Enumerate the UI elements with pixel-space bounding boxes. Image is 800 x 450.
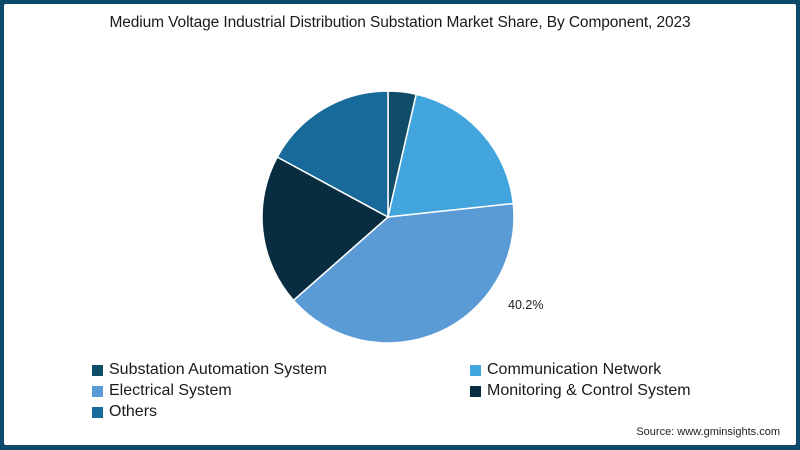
pie-slice-electrical-system bbox=[292, 202, 515, 344]
legend-item-monitoring-control: Monitoring & Control System bbox=[470, 382, 691, 400]
legend-label: Monitoring & Control System bbox=[487, 382, 691, 399]
legend-label: Communication Network bbox=[487, 361, 662, 378]
pie-slice-others bbox=[276, 90, 389, 219]
electrical-system-data-label: 40.2% bbox=[508, 298, 544, 312]
legend-swatch bbox=[470, 364, 481, 376]
legend-swatch bbox=[92, 364, 103, 376]
legend-swatch bbox=[92, 406, 103, 418]
legend-item-substation-automation: Substation Automation System bbox=[92, 361, 327, 379]
pie-slices bbox=[261, 90, 515, 344]
legend-item-others: Others bbox=[92, 403, 157, 421]
legend-item-communication-network: Communication Network bbox=[470, 361, 661, 379]
source-note: Source: www.gminsights.com bbox=[636, 426, 780, 438]
pie-slice-monitoring-control-system bbox=[261, 155, 390, 302]
legend-item-electrical-system: Electrical System bbox=[92, 382, 232, 400]
legend-swatch bbox=[470, 385, 481, 397]
pie-slice-communication-network bbox=[387, 93, 515, 218]
legend-swatch bbox=[92, 385, 103, 397]
legend-label: Substation Automation System bbox=[109, 361, 327, 378]
legend-label: Electrical System bbox=[109, 382, 232, 399]
chart-title: Medium Voltage Industrial Distribution S… bbox=[109, 14, 691, 31]
legend-label: Others bbox=[109, 403, 158, 420]
